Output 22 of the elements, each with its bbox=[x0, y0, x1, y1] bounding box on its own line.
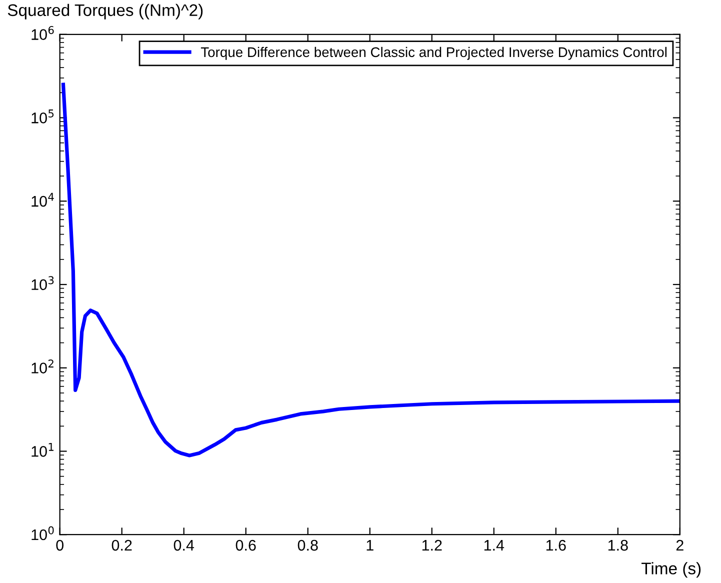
x-tick-label: 0.4 bbox=[174, 540, 194, 551]
y-tick-label: 10$^{4}$ bbox=[32, 192, 54, 207]
x-tick-label: 0.8 bbox=[298, 540, 318, 551]
legend-label: Torque Difference between Classic and Projected Inverse Dynamics Control bbox=[200, 46, 666, 60]
x-tick-label: 0 bbox=[56, 540, 64, 551]
y-tick-label: 10$^{1}$ bbox=[32, 443, 54, 457]
x-tick-label: 1.8 bbox=[608, 540, 628, 551]
x-tick-label: 0.2 bbox=[112, 540, 132, 551]
y-tick-label: 10$^{5}$ bbox=[32, 110, 54, 124]
y-tick-label: 10$^{2}$ bbox=[32, 360, 54, 374]
x-tick-label: 1 bbox=[366, 540, 374, 551]
y-tick-label: 10$^{3}$ bbox=[32, 276, 54, 290]
x-tick-label: 0.6 bbox=[236, 540, 256, 551]
x-tick-label: 1.4 bbox=[484, 540, 504, 551]
x-tick-label: 1.6 bbox=[546, 540, 566, 551]
y-axis-title: Squared Torques ((Nm)^2) bbox=[8, 4, 203, 20]
x-tick-label: 1.2 bbox=[422, 540, 442, 551]
y-tick-label: 10$^{6}$ bbox=[32, 26, 54, 40]
line-series bbox=[61, 82, 680, 458]
y-tick-label: 10$^{0}$ bbox=[32, 526, 54, 540]
x-tick-label: 2 bbox=[676, 540, 684, 551]
x-axis-title: Time (s) bbox=[642, 562, 701, 578]
